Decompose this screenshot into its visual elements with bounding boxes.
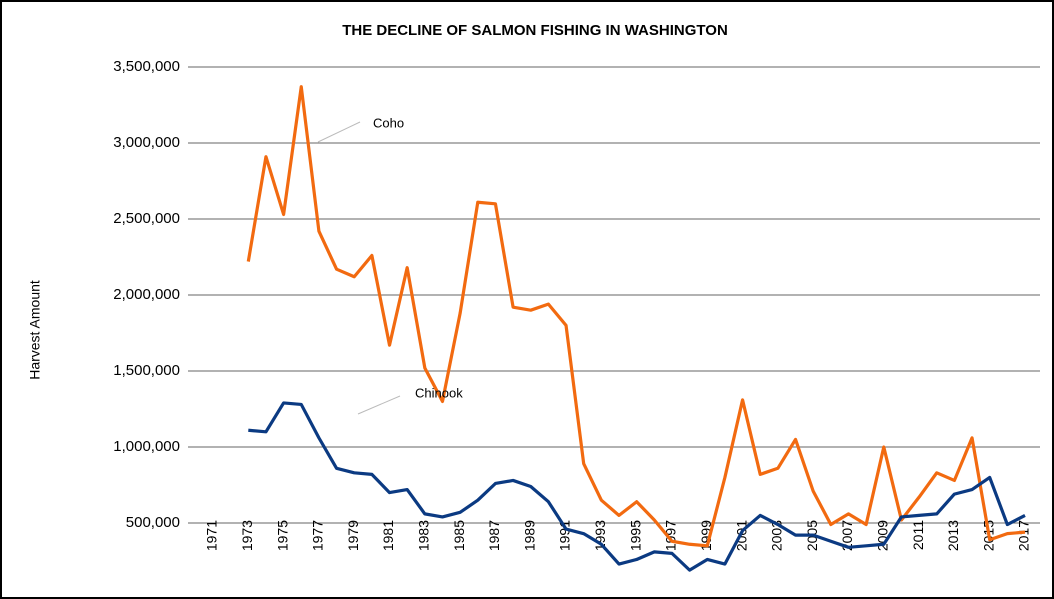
y-tick-label: 2,500,000 bbox=[113, 210, 180, 227]
y-tick-label: 1,500,000 bbox=[113, 362, 180, 379]
x-tick-label: 2013 bbox=[945, 520, 961, 551]
annotation-leader bbox=[357, 395, 401, 415]
y-tick-label: 3,500,000 bbox=[113, 58, 180, 75]
x-tick-label: 1979 bbox=[345, 520, 361, 551]
series-label: Coho bbox=[373, 115, 404, 130]
series-line bbox=[248, 401, 1026, 572]
chart-title: THE DECLINE OF SALMON FISHING IN WASHING… bbox=[342, 22, 728, 39]
x-tick-label: 1999 bbox=[698, 520, 714, 551]
x-tick-label: 1987 bbox=[486, 520, 502, 551]
y-tick-label: 500,000 bbox=[126, 514, 180, 531]
x-tick-label: 2011 bbox=[910, 520, 926, 550]
x-tick-label: 2007 bbox=[839, 520, 855, 551]
x-tick-label: 1989 bbox=[521, 520, 537, 551]
x-tick-label: 1981 bbox=[380, 520, 396, 551]
x-tick-label: 1975 bbox=[274, 520, 290, 551]
x-tick-label: 1983 bbox=[416, 520, 432, 551]
annotation-leader bbox=[317, 121, 361, 143]
x-tick-label: 1991 bbox=[557, 520, 573, 551]
x-tick-label: 1977 bbox=[310, 520, 326, 551]
x-tick-label: 2017 bbox=[1016, 520, 1032, 551]
series-label: Chinook bbox=[415, 385, 463, 400]
x-tick-label: 1973 bbox=[239, 520, 255, 551]
x-tick-label: 1995 bbox=[627, 520, 643, 551]
series-line bbox=[246, 85, 1026, 548]
x-tick-label: 1971 bbox=[204, 520, 220, 551]
x-tick-label: 1993 bbox=[592, 520, 608, 551]
x-tick-label: 1997 bbox=[663, 520, 679, 551]
y-tick-label: 3,000,000 bbox=[113, 134, 180, 151]
y-axis-label: Harvest Amount bbox=[27, 280, 43, 380]
y-tick-label: 1,000,000 bbox=[113, 438, 180, 455]
x-tick-label: 1985 bbox=[451, 520, 467, 551]
y-tick-label: 2,000,000 bbox=[113, 286, 180, 303]
